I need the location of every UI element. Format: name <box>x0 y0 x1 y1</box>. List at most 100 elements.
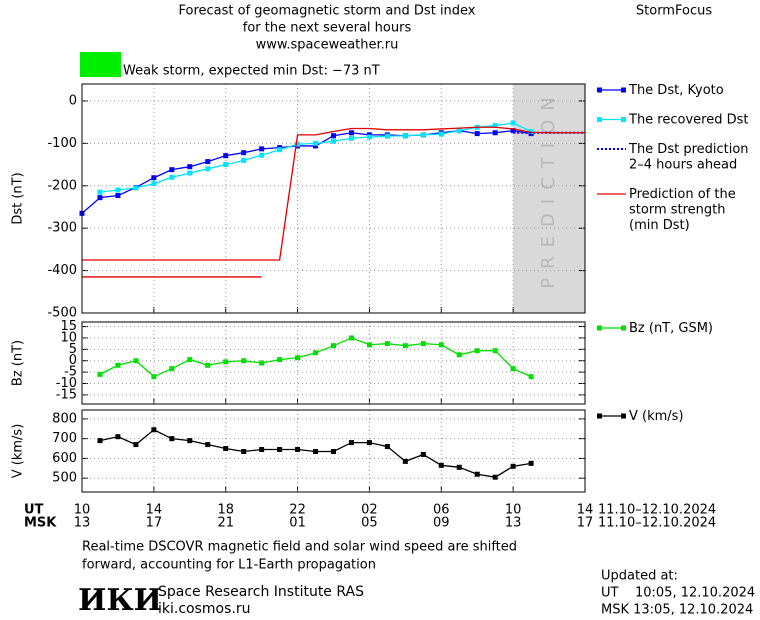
data-point <box>331 343 336 349</box>
y-tick-label: 10 <box>60 330 77 345</box>
legend-label: Prediction of the storm strength (min Dst) <box>629 187 736 233</box>
updated-ut: UT 10:05, 12.10.2024 <box>601 586 755 601</box>
y-tick-label: -100 <box>47 136 77 151</box>
legend-label: V (km/s) <box>629 409 684 424</box>
x2-tick-label: 13 <box>505 516 522 531</box>
x-tick-label: 14 <box>146 503 163 518</box>
storm-status: Weak storm, expected min Dst: −73 nT <box>123 64 380 79</box>
data-point <box>241 358 247 364</box>
x2-tick-label: 09 <box>433 516 450 531</box>
data-point <box>313 143 319 149</box>
legend-marker <box>621 325 626 331</box>
data-point <box>259 360 265 366</box>
logo: ИКИ <box>78 583 162 618</box>
x2-tick-label: 01 <box>289 516 306 531</box>
institute: Space Research Institute RAS <box>158 584 364 600</box>
plot-frame <box>81 409 586 493</box>
x-tick-label: 22 <box>289 503 306 518</box>
data-point <box>97 438 103 444</box>
data-point <box>510 120 516 126</box>
legend-marker <box>597 413 602 419</box>
y-tick-label: -300 <box>47 221 77 236</box>
data-point <box>187 438 193 444</box>
y-tick-label: 700 <box>52 431 77 446</box>
data-point <box>474 348 480 354</box>
data-point <box>241 150 247 156</box>
data-point <box>259 447 265 453</box>
y-axis-label: V (km/s) <box>11 424 26 479</box>
y-tick-label: -15 <box>56 387 77 402</box>
legend-label: The Dst prediction 2–4 hours ahead <box>628 142 749 173</box>
x-tick-label: 10 <box>74 503 91 518</box>
y-tick-label: 800 <box>52 411 77 426</box>
x-tick-label: 18 <box>217 503 234 518</box>
data-point <box>348 130 354 136</box>
data-point <box>205 442 211 448</box>
data-point <box>97 371 103 377</box>
legend-marker <box>597 325 602 331</box>
data-point <box>313 350 319 356</box>
data-point <box>151 175 157 181</box>
data-point <box>241 448 247 454</box>
data-point <box>205 159 211 165</box>
plot-frame <box>81 321 586 405</box>
y-tick-label: 0 <box>69 93 77 108</box>
x2-tick-label: 13 <box>74 516 91 531</box>
data-point <box>115 193 121 199</box>
date-range: 11.10–12.10.2024 <box>598 516 716 531</box>
data-point <box>277 357 283 363</box>
data-point <box>510 128 516 134</box>
data-point <box>151 374 157 380</box>
data-point <box>97 195 103 201</box>
legend-marker <box>597 87 602 93</box>
data-point <box>331 138 336 144</box>
legend-marker <box>621 87 626 93</box>
data-point <box>205 362 211 368</box>
data-point <box>348 135 354 141</box>
title-line: www.spaceweather.ru <box>256 38 399 53</box>
data-point <box>223 162 229 168</box>
y-tick-label: -10 <box>56 376 77 391</box>
updated-msk: MSK 13:05, 12.10.2024 <box>601 603 753 618</box>
data-point <box>223 359 229 365</box>
y-axis-label: Bz (nT) <box>11 340 26 386</box>
data-point <box>295 141 301 147</box>
data-point <box>402 343 408 349</box>
data-point <box>115 187 121 193</box>
legend-label: The recovered Dst <box>628 112 748 127</box>
y-tick-label: -5 <box>64 365 77 380</box>
data-point <box>348 440 354 446</box>
data-point <box>115 434 121 440</box>
date-range: 11.10–12.10.2024 <box>598 503 716 518</box>
plot-frame <box>81 83 586 314</box>
legend-marker <box>621 413 626 419</box>
data-point <box>151 427 157 433</box>
data-point <box>438 462 444 468</box>
data-point <box>456 352 462 358</box>
data-point <box>492 130 498 136</box>
data-point <box>331 133 336 139</box>
data-point <box>259 152 265 158</box>
data-point <box>151 181 157 187</box>
data-point <box>474 471 480 477</box>
data-point <box>169 366 175 372</box>
brand: StormFocus <box>636 4 712 19</box>
x2-tick-label: 05 <box>361 516 378 531</box>
data-point <box>115 362 121 368</box>
data-point <box>348 335 354 341</box>
data-point <box>402 133 408 139</box>
site: iki.cosmos.ru <box>158 601 250 617</box>
footer-note: Real-time DSCOVR magnetic field and sola… <box>82 540 517 555</box>
data-point <box>187 357 193 363</box>
legend-label: The Dst, Kyoto <box>628 83 724 98</box>
y-tick-label: 600 <box>52 451 77 466</box>
data-point <box>528 460 534 466</box>
y-tick-label: 15 <box>60 319 77 334</box>
data-point <box>223 153 229 159</box>
data-point <box>169 174 175 180</box>
data-point <box>420 132 426 138</box>
data-point <box>438 342 444 348</box>
x-tick-label: 02 <box>361 503 378 518</box>
data-point <box>456 464 462 470</box>
data-point <box>241 157 247 163</box>
